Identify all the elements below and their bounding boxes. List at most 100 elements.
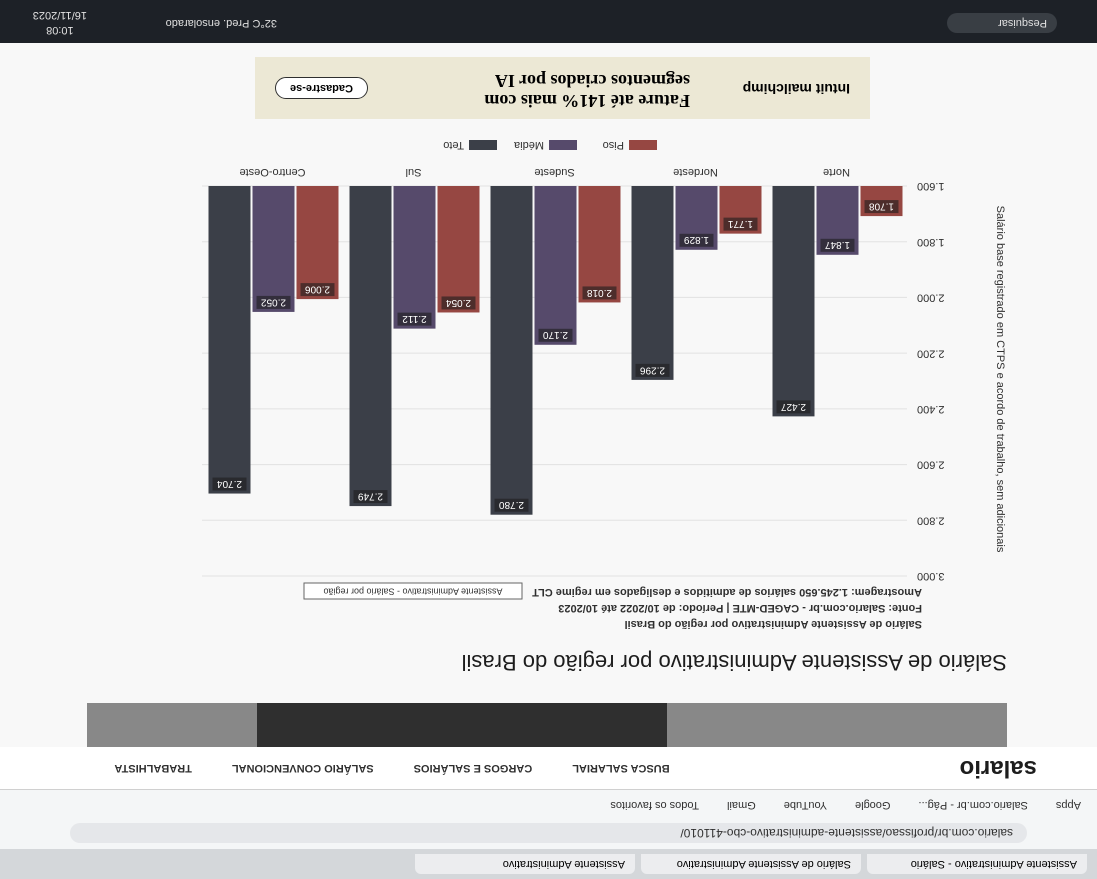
taskbar: Pesquisar 32°C Pred. ensolarado 10:08 16/… xyxy=(0,0,1097,43)
bar xyxy=(534,186,577,345)
value-label-box xyxy=(353,490,388,504)
value-label-box xyxy=(820,238,855,252)
page-heading: Salário de Assistente Administrativo por… xyxy=(461,650,1007,675)
value-label: 2.112 xyxy=(402,313,427,324)
address-bar: salario.com.br/profissao/assistente-admi… xyxy=(0,817,1097,849)
ad-button[interactable]: Cadastre-se xyxy=(275,77,368,99)
legend-swatch xyxy=(469,140,497,150)
y-tick-label: 2.600 xyxy=(917,459,945,471)
value-label-box xyxy=(864,200,899,214)
legend-label: Piso xyxy=(603,139,624,151)
legend-label: Média xyxy=(513,139,544,151)
bar xyxy=(437,186,480,313)
clock: 10:08 16/11/2023 xyxy=(33,7,87,37)
bookmark[interactable]: Gmail xyxy=(727,799,756,811)
tab[interactable]: Assistente Administrativo xyxy=(415,854,635,874)
y-tick-label: 1.600 xyxy=(917,180,945,192)
value-label: 2.006 xyxy=(305,283,330,294)
bookmarks-bar: Apps Salario.com.br - Pág... Google YouT… xyxy=(0,789,1097,817)
site-nav: salario BUSCA SALARIAL CARGOS E SALÁRIOS… xyxy=(0,747,1097,789)
chart-title: Salário de Assistente Administrativo por… xyxy=(625,618,922,630)
bar xyxy=(296,186,339,300)
y-tick-label: 1.800 xyxy=(917,236,945,248)
value-label: 2.018 xyxy=(587,287,612,298)
url[interactable]: salario.com.br/profissao/assistente-admi… xyxy=(70,823,1027,843)
value-label: 2.054 xyxy=(446,297,471,308)
bar xyxy=(772,186,815,417)
value-label: 1.829 xyxy=(684,234,709,245)
chart: Salário de Assistente Administrativo por… xyxy=(202,139,1006,630)
x-tick-label: Norte xyxy=(823,166,850,178)
value-label: 1.708 xyxy=(869,200,894,211)
y-tick-label: 3.000 xyxy=(917,570,945,582)
value-label: 1.771 xyxy=(728,218,753,229)
value-label-box xyxy=(723,217,758,231)
tooltip-box xyxy=(303,582,523,600)
value-label: 2.052 xyxy=(261,296,286,307)
ad-headline: Fature até 141% mais com segmentos criad… xyxy=(484,71,690,111)
value-label: 1.847 xyxy=(825,239,850,250)
value-label-box xyxy=(212,477,247,491)
nav-item[interactable]: CARGOS E SALÁRIOS xyxy=(413,762,533,774)
x-tick-label: Centro-Oeste xyxy=(239,166,305,178)
value-label-box xyxy=(679,233,714,247)
y-axis-label: Salário base registrado em CTPS e acordo… xyxy=(994,206,1006,553)
tooltip: Assistente Administrativo - Salário por … xyxy=(323,587,502,597)
value-label: 2.780 xyxy=(499,499,524,510)
y-tick-label: 2.200 xyxy=(917,347,945,359)
chart-source: Fonte: Salario.com.br - CAGED-MTE | Perí… xyxy=(558,602,922,614)
value-label-box xyxy=(776,400,811,414)
taskbar-search[interactable]: Pesquisar xyxy=(947,13,1057,33)
value-label: 2.296 xyxy=(640,364,665,375)
y-tick-label: 2.000 xyxy=(917,292,945,304)
bar xyxy=(349,186,392,507)
value-label: 2.704 xyxy=(217,478,242,489)
bar xyxy=(252,186,295,312)
bookmark[interactable]: Google xyxy=(855,799,891,811)
x-tick-label: Sul xyxy=(406,166,422,178)
date: 16/11/2023 xyxy=(32,9,87,21)
tab[interactable]: Assistente Administrativo - Salário xyxy=(867,854,1087,874)
x-tick-label: Nordeste xyxy=(673,166,718,178)
time: 10:08 xyxy=(46,24,74,36)
value-label-box xyxy=(397,312,432,326)
legend-swatch xyxy=(549,140,577,150)
video[interactable] xyxy=(257,703,667,747)
legend-label: Teto xyxy=(443,139,464,151)
bookmark[interactable]: Apps xyxy=(1055,799,1081,811)
y-tick-label: 2.800 xyxy=(917,514,945,526)
chart-sample: Amostragem: 1.245.650 salários de admiti… xyxy=(532,586,922,598)
value-label-box xyxy=(300,283,335,297)
value-label: 2.749 xyxy=(358,490,383,501)
value-label-box xyxy=(494,498,529,512)
bookmark[interactable]: Salario.com.br - Pág... xyxy=(918,799,1028,811)
value-label: 2.170 xyxy=(543,329,568,340)
nav-item[interactable]: BUSCA SALARIAL xyxy=(572,762,670,774)
bar xyxy=(631,186,674,380)
value-label-box xyxy=(582,286,617,300)
banner-image xyxy=(87,703,1007,747)
value-label-box xyxy=(256,295,291,309)
bar xyxy=(578,186,621,303)
bar xyxy=(208,186,251,494)
legend-swatch xyxy=(629,140,657,150)
value-label-box xyxy=(538,328,573,342)
weather: 32°C Pred. ensolarado xyxy=(165,17,277,29)
tab[interactable]: Salário de Assistente Administrativo xyxy=(641,854,861,874)
value-label-box xyxy=(635,363,670,377)
ad-brand: Intuit mailchimp xyxy=(742,81,850,97)
x-tick-label: Sudeste xyxy=(534,166,574,178)
bookmark[interactable]: YouTube xyxy=(783,799,827,811)
tab-bar: Assistente Administrativo - Salário Salá… xyxy=(0,849,1097,879)
value-label-box xyxy=(441,296,476,310)
bar xyxy=(393,186,436,329)
y-tick-label: 2.400 xyxy=(917,403,945,415)
ad-banner[interactable]: Intuit mailchimp Fature até 141% mais co… xyxy=(255,57,870,119)
bar xyxy=(490,186,533,515)
bookmark[interactable]: Todos os favoritos xyxy=(610,799,700,811)
value-label: 2.427 xyxy=(781,401,806,412)
nav-item[interactable]: SALÁRIO CONVENCIONAL xyxy=(231,762,374,774)
logo[interactable]: salario xyxy=(959,755,1037,782)
nav-item[interactable]: TRABALHISTA xyxy=(114,762,192,774)
